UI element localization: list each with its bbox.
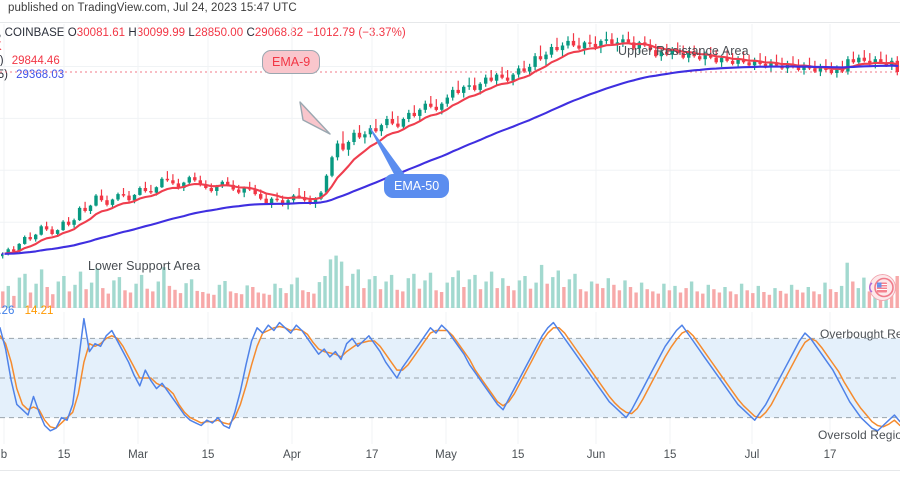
price-gridlines — [0, 24, 900, 260]
ema50-callout[interactable]: EMA-50 — [384, 174, 450, 198]
open-label: O — [67, 27, 77, 39]
x-axis-tick: Mar — [128, 449, 148, 461]
high-label: H — [128, 27, 137, 39]
ticker-fragment: K — [0, 41, 2, 53]
published-line: published on TradingView.com, Jul 24, 20… — [8, 2, 297, 14]
stochastic-k-value: 7.26 — [0, 305, 15, 317]
high-value: 30099.99 — [136, 27, 186, 39]
x-axis-tick: 17 — [823, 449, 837, 461]
x-axis-rule — [0, 470, 900, 471]
price-pane[interactable] — [0, 24, 900, 260]
x-axis-tick: Jun — [586, 449, 606, 461]
header-divider — [0, 22, 900, 23]
stochastic-readout: 7.26 14.21 — [0, 305, 53, 317]
volume-gridlines — [0, 248, 900, 308]
close-label: C — [246, 27, 255, 39]
low-value: 28850.00 — [194, 27, 244, 39]
overbought-region-label: Overbought Re — [820, 327, 900, 341]
oversold-region-label: Oversold Region — [818, 428, 900, 442]
stochastic-pane[interactable] — [0, 312, 900, 444]
x-axis-tick: 15 — [57, 449, 71, 461]
x-axis[interactable]: b 15 Mar 15 Apr 17 May 15 Jun 15 Jul 17 — [0, 444, 900, 474]
stochastic-lines — [0, 317, 900, 432]
x-axis-tick: May — [435, 449, 457, 461]
callout-tails — [299, 101, 415, 193]
candlestick-plot — [0, 31, 900, 259]
x-axis-tick: b — [0, 449, 8, 461]
low-label: L — [188, 27, 195, 39]
lower-support-label: Lower Support Area — [88, 259, 201, 273]
volume-bars — [1, 255, 899, 308]
open-value: 30081.61 — [76, 27, 126, 39]
tradingview-logo-icon[interactable] — [869, 274, 896, 301]
close-value: 29068.82 — [254, 27, 304, 39]
indicator-ema9-value: 29844.46 — [11, 55, 60, 67]
volume-pane[interactable] — [0, 248, 900, 308]
x-axis-tick: 15 — [511, 449, 525, 461]
change-value: −1012.79 (−3.37%) — [306, 27, 406, 39]
ema9-callout[interactable]: EMA-9 — [262, 50, 321, 74]
x-axis-tick: Jul — [744, 449, 760, 461]
symbol-quote-line: llar, 1D, COINBASE O30081.61 H30099.99 L… — [0, 27, 406, 39]
indicator-ema9-label: SMA, 5) — [0, 55, 4, 67]
indicator-ema50-value: 29368.03 — [16, 69, 65, 81]
x-axis-tick: 15 — [663, 449, 677, 461]
upper-resistance-label: Upper Resistance Area — [618, 44, 749, 58]
indicator-row-ema9: SMA, 5) 29844.46 — [0, 55, 60, 67]
x-axis-tick: 15 — [201, 449, 215, 461]
x-axis-tick: Apr — [283, 449, 301, 461]
stochastic-d-value: 14.21 — [24, 305, 54, 317]
x-axis-tick: 17 — [365, 449, 379, 461]
symbol-label: llar, 1D, COINBASE — [0, 27, 65, 39]
